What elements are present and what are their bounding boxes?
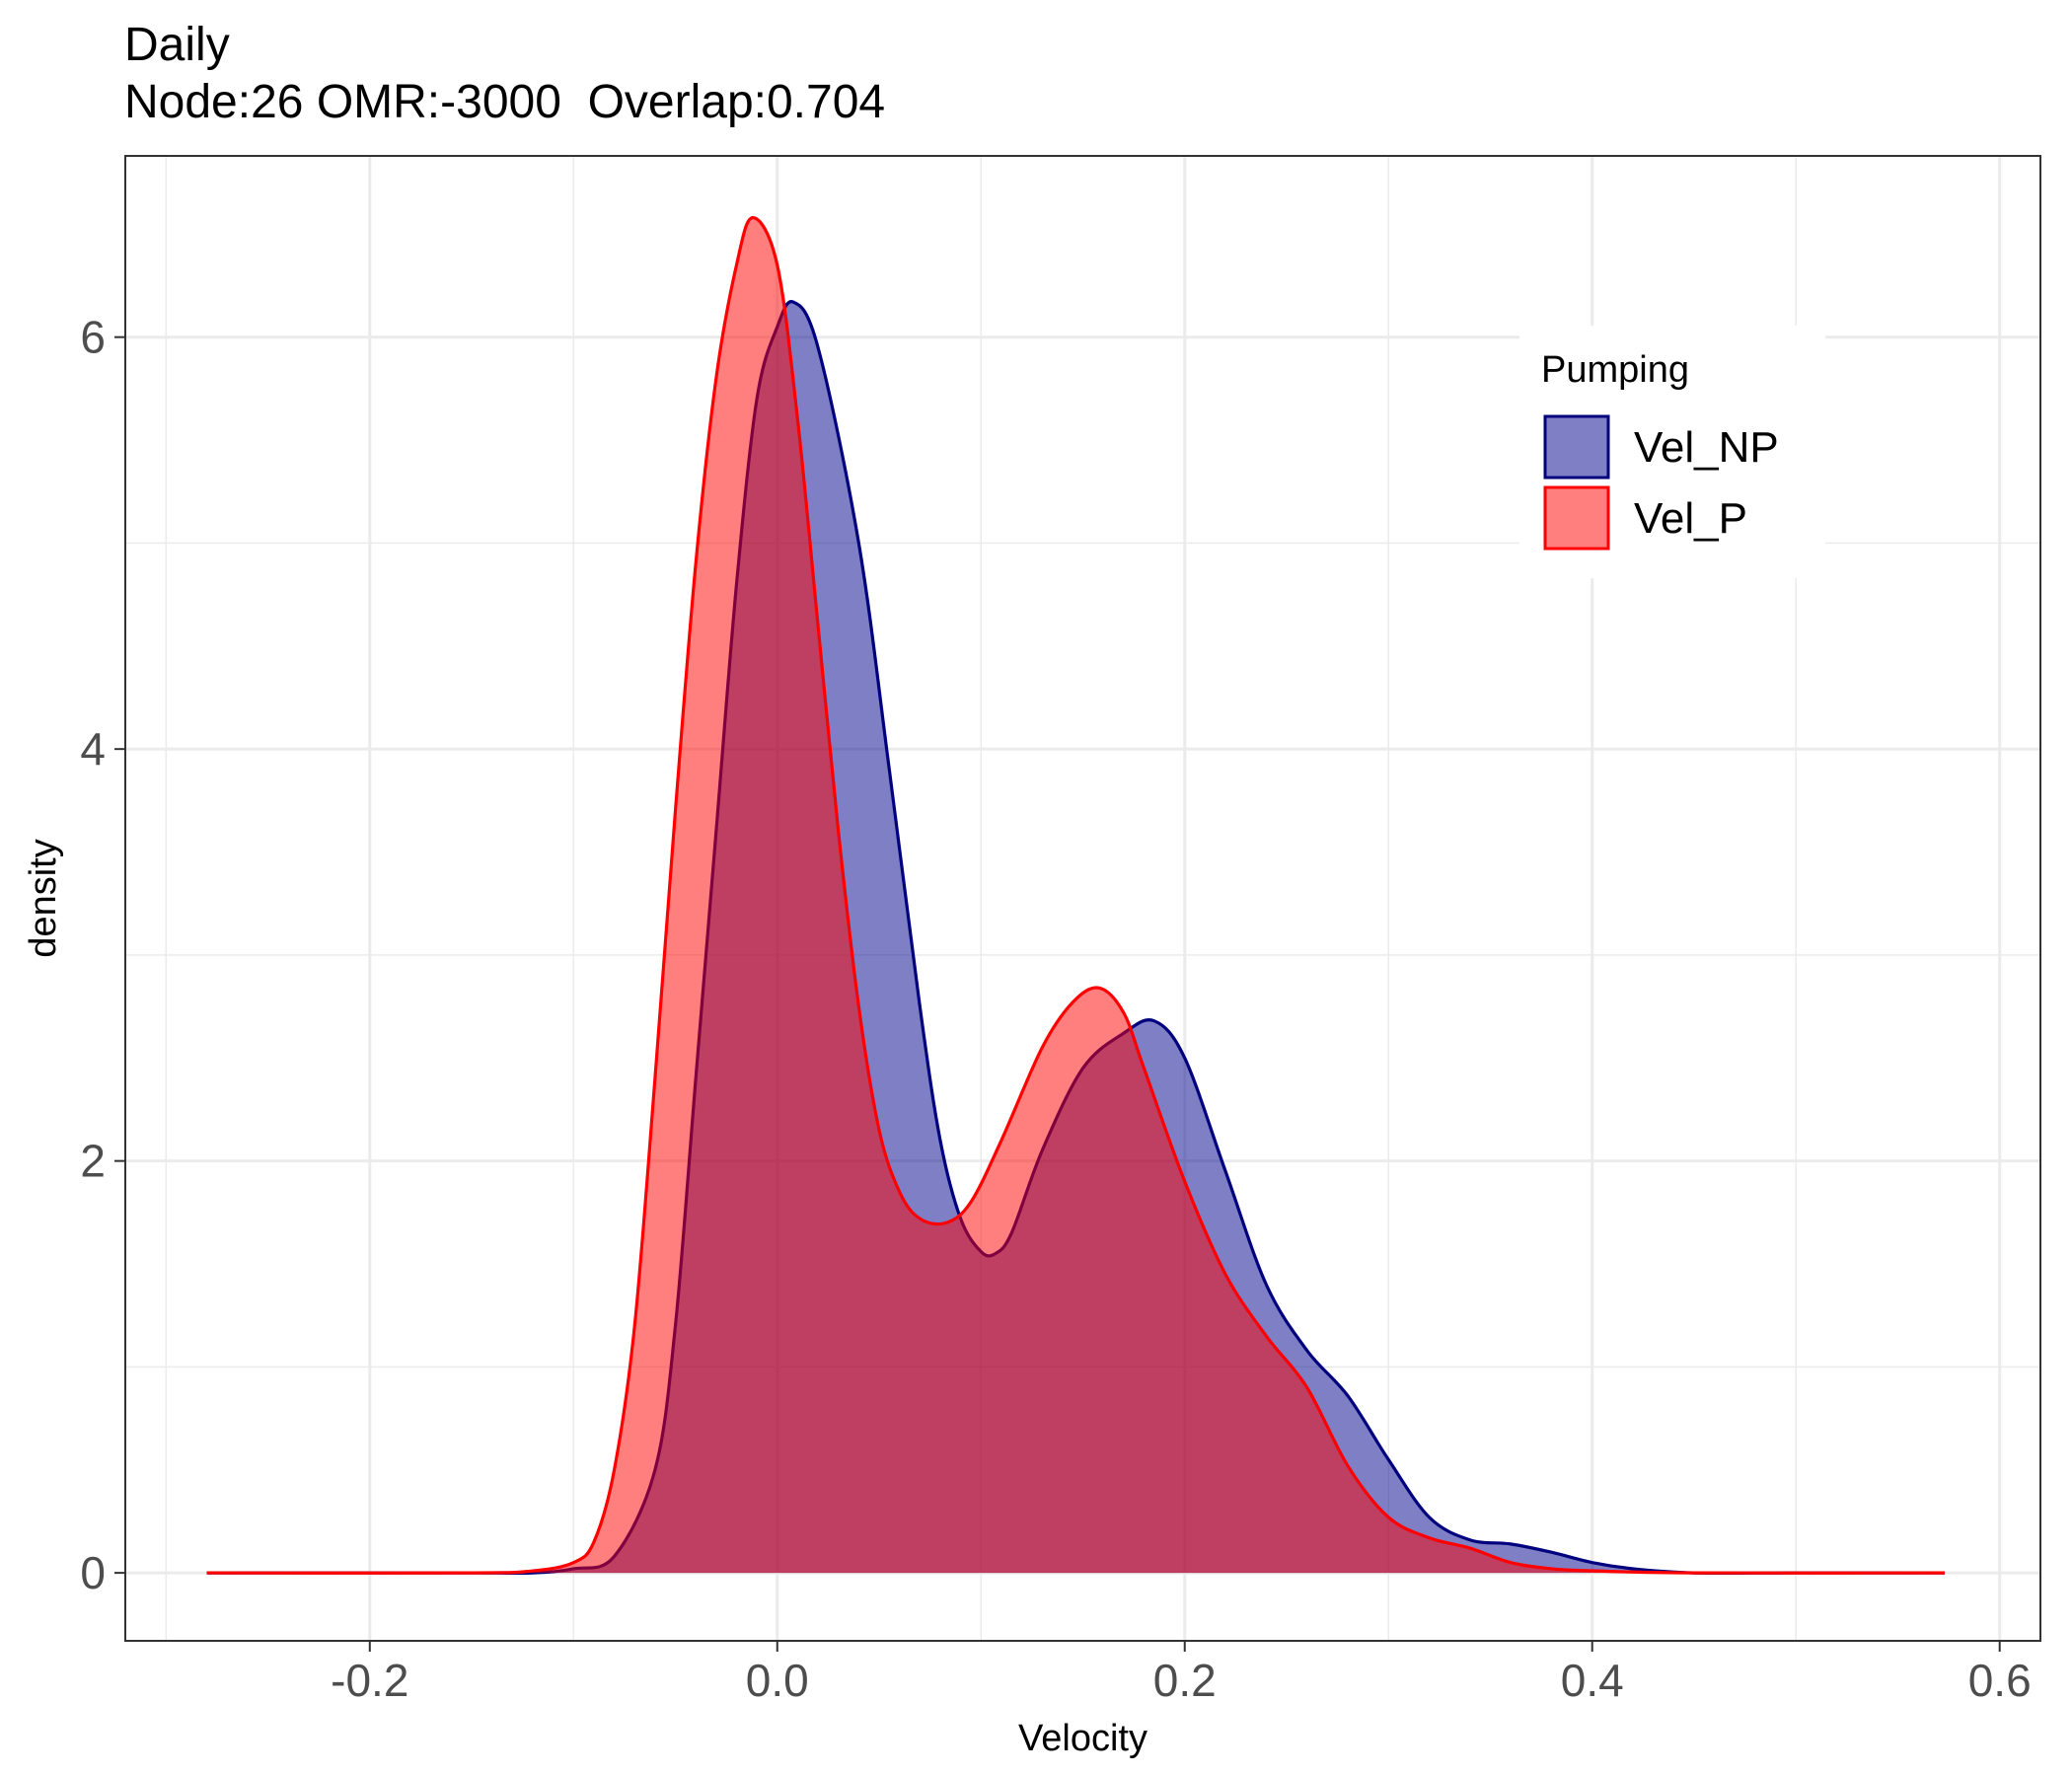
- x-tick-label: 0.0: [746, 1655, 809, 1706]
- legend-key-vel-p: [1543, 485, 1610, 551]
- density-fill-vel-p: [206, 217, 1945, 1574]
- y-tick-label: 2: [80, 1136, 106, 1187]
- x-axis-ticks: -0.2 0.0 0.2 0.4 0.6: [331, 1641, 2032, 1706]
- legend-key-vel-np: [1543, 414, 1610, 480]
- legend: Pumping Vel_NP Vel_P: [1519, 326, 1825, 578]
- x-tick-label: -0.2: [331, 1655, 408, 1706]
- y-axis-ticks: 0 2 4 6: [80, 312, 125, 1598]
- legend-label-vel-p: Vel_P: [1634, 494, 1747, 543]
- chart-subtitle: Node:26 OMR:-3000 Overlap:0.704: [124, 76, 886, 128]
- legend-title: Pumping: [1541, 349, 1689, 391]
- panel-border: [124, 155, 2041, 1642]
- y-tick-label: 0: [80, 1547, 106, 1598]
- x-axis-title: Velocity: [1018, 1718, 1147, 1759]
- chart-title: Daily: [124, 19, 230, 71]
- x-tick-label: 0.2: [1153, 1655, 1217, 1706]
- y-axis-title: density: [23, 839, 64, 957]
- density-areas: [206, 216, 1945, 1576]
- x-tick-label: 0.4: [1561, 1655, 1624, 1706]
- y-tick-label: 4: [80, 723, 106, 775]
- legend-items: Vel_NP Vel_P: [1543, 414, 1779, 551]
- y-tick-label: 6: [80, 312, 106, 363]
- x-tick-label: 0.6: [1968, 1655, 2032, 1706]
- legend-label-vel-np: Vel_NP: [1634, 423, 1779, 472]
- density-line-vel-p: [206, 216, 1945, 1575]
